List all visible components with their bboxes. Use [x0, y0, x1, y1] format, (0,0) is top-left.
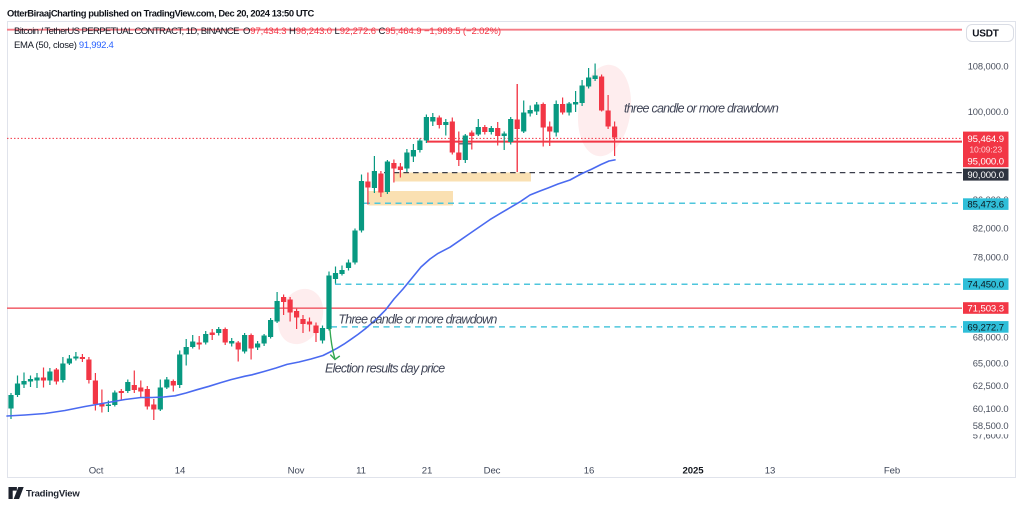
svg-text:Nov: Nov: [288, 465, 305, 476]
svg-text:58,500.0: 58,500.0: [973, 420, 1009, 431]
svg-text:82,000.0: 82,000.0: [973, 222, 1009, 233]
svg-text:Three candle or more drawdown: Three candle or more drawdown: [338, 313, 497, 327]
svg-text:21: 21: [422, 465, 432, 476]
svg-text:95,000.0: 95,000.0: [967, 157, 1004, 168]
svg-text:Dec: Dec: [484, 465, 501, 476]
svg-text:68,000.0: 68,000.0: [973, 332, 1009, 343]
svg-text:Election results day price: Election results day price: [325, 362, 445, 376]
svg-text:60,100.0: 60,100.0: [973, 403, 1009, 414]
svg-text:100,000.0: 100,000.0: [968, 106, 1009, 117]
svg-text:O97,434.3 H98,243.0 L92,272.6: O97,434.3 H98,243.0 L92,272.6 C95,464.9 …: [243, 26, 501, 37]
svg-text:OtterBiraajCharting published: OtterBiraajCharting published on Trading…: [7, 8, 314, 19]
svg-text:62,500.0: 62,500.0: [973, 380, 1009, 391]
svg-text:10:09:23: 10:09:23: [969, 144, 1002, 154]
svg-text:14: 14: [175, 465, 186, 476]
svg-text:74,450.0: 74,450.0: [967, 280, 1004, 291]
svg-text:USDT: USDT: [972, 29, 999, 40]
svg-text:65,000.0: 65,000.0: [973, 357, 1009, 368]
svg-text:108,000.0: 108,000.0: [968, 60, 1009, 71]
svg-text:TradingView: TradingView: [26, 489, 80, 500]
svg-text:57,600.0: 57,600.0: [973, 430, 1009, 441]
svg-text:EMA (50, close) 91,992.4: EMA (50, close) 91,992.4: [14, 40, 114, 51]
svg-text:69,272.7: 69,272.7: [967, 322, 1004, 333]
svg-text:90,000.0: 90,000.0: [967, 170, 1004, 181]
svg-text:71,503.3: 71,503.3: [967, 304, 1004, 315]
svg-text:2025: 2025: [683, 465, 705, 476]
svg-text:16: 16: [584, 465, 594, 476]
svg-text:11: 11: [356, 465, 366, 476]
svg-text:78,000.0: 78,000.0: [973, 251, 1009, 262]
svg-text:Bitcoin / TetherUS PERPETUAL C: Bitcoin / TetherUS PERPETUAL CONTRACT, 1…: [14, 26, 239, 37]
svg-text:95,464.9: 95,464.9: [967, 134, 1004, 145]
svg-text:three candle or more drawdown: three candle or more drawdown: [624, 102, 779, 116]
svg-text:Oct: Oct: [89, 465, 104, 476]
svg-text:13: 13: [765, 465, 775, 476]
svg-text:85,473.6: 85,473.6: [967, 200, 1004, 211]
svg-text:Feb: Feb: [884, 465, 900, 476]
